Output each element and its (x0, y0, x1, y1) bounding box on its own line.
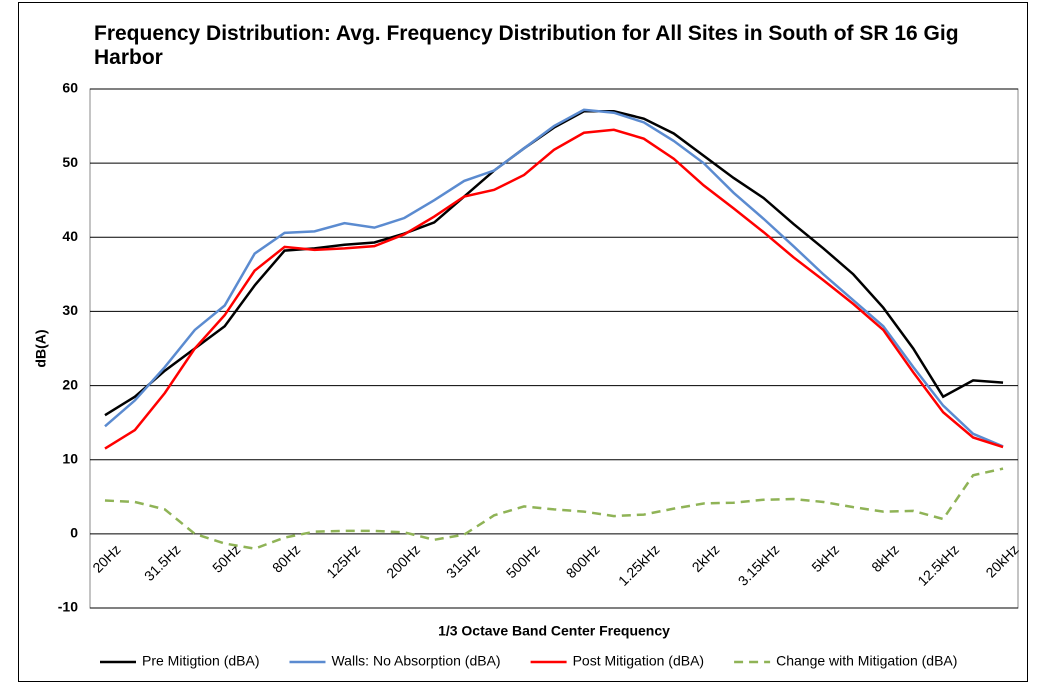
x-tick-label: 12.5kHz (914, 541, 962, 589)
y-tick-label: 20 (62, 376, 78, 392)
x-tick-label: 500Hz (503, 541, 543, 581)
x-tick-label: 800Hz (563, 541, 603, 581)
x-tick-label: 80Hz (269, 541, 303, 575)
plot-area (89, 88, 1019, 609)
y-tick-label: 40 (62, 228, 78, 244)
legend-label: Post Mitigation (dBA) (573, 653, 705, 669)
x-tick-label: 1.25kHz (615, 541, 663, 589)
legend-label: Walls: No Absorption (dBA) (331, 653, 500, 669)
chart-title: Frequency Distribution: Avg. Frequency D… (94, 22, 959, 69)
x-tick-label: 2kHz (689, 541, 723, 575)
x-tick-label: 125Hz (323, 541, 363, 581)
y-tick-label: 10 (62, 450, 78, 466)
x-tick-label: 200Hz (383, 541, 423, 581)
legend-label: Change with Mitigation (dBA) (776, 653, 957, 669)
x-tick-label: 31.5Hz (141, 541, 184, 584)
y-axis-title: dB(A) (33, 329, 49, 367)
series-line (104, 467, 1004, 550)
x-tick-label: 3.15kHz (735, 541, 783, 589)
y-tick-label: 50 (62, 154, 78, 170)
series-line (104, 128, 1004, 450)
x-tick-label: 5kHz (808, 541, 842, 575)
x-tick-label: 20Hz (89, 541, 123, 575)
x-tick-label: 8kHz (868, 541, 902, 575)
y-tick-label: -10 (58, 599, 78, 615)
series-line (104, 109, 1004, 417)
y-tick-label: 60 (62, 80, 78, 96)
y-tick-label: 0 (70, 525, 78, 541)
chart-frame (18, 2, 1028, 682)
series-line (104, 108, 1004, 448)
legend-label: Pre Mitigtion (dBA) (142, 653, 259, 669)
x-axis-title: 1/3 Octave Band Center Frequency (438, 623, 670, 639)
x-tick-label: 20kHz (982, 541, 1021, 580)
x-tick-label: 50Hz (209, 541, 243, 575)
y-tick-label: 30 (62, 302, 78, 318)
x-tick-label: 315Hz (443, 541, 483, 581)
